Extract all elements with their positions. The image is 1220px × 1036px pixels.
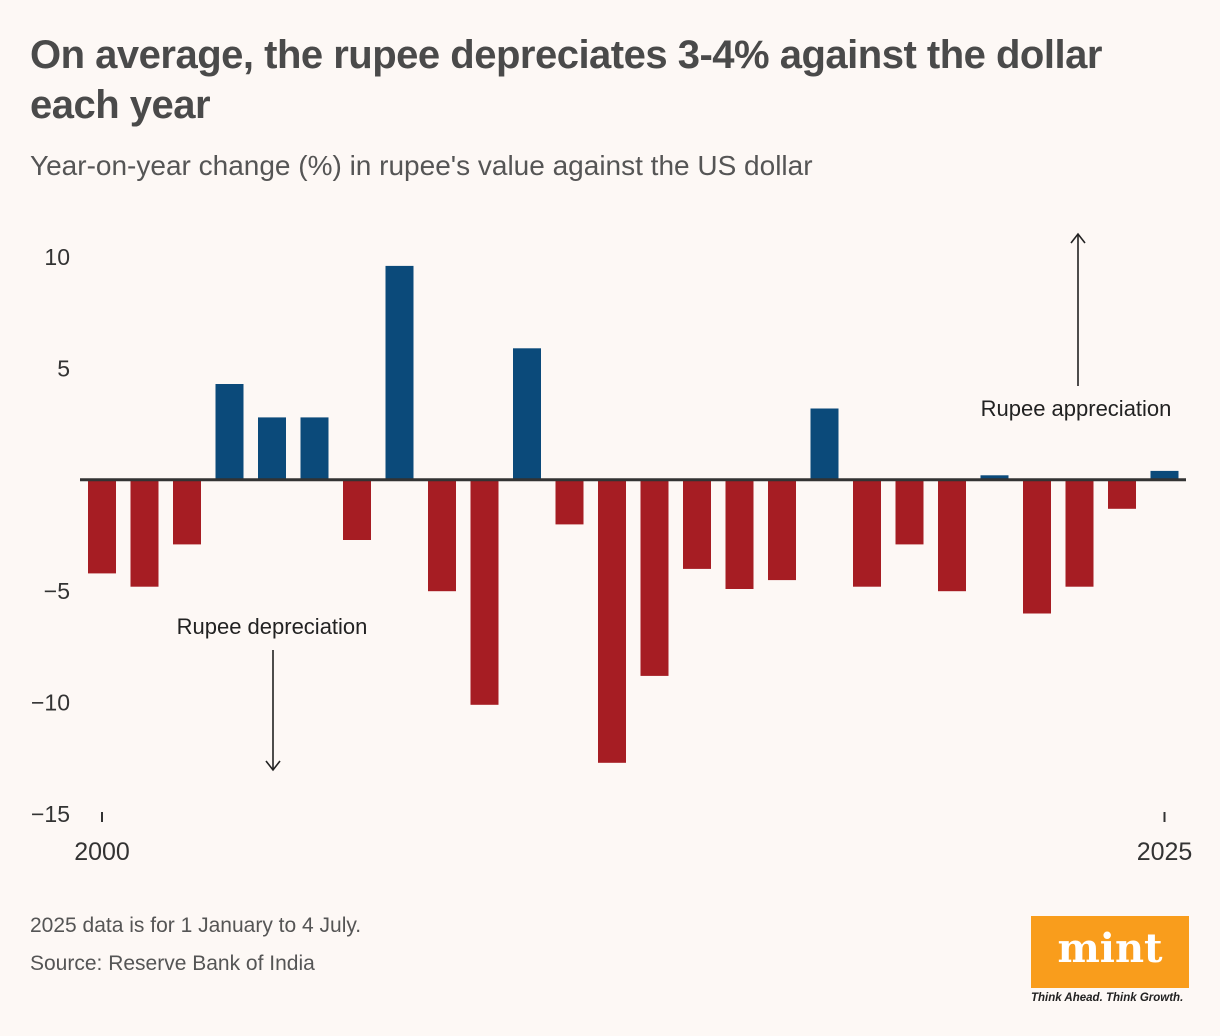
bar-2020 xyxy=(938,479,966,592)
bar-2018 xyxy=(853,479,881,587)
bar-2014 xyxy=(683,479,711,569)
chart-title: On average, the rupee depreciates 3-4% a… xyxy=(30,33,1102,127)
y-tick-label: −15 xyxy=(31,801,70,827)
mint-logo: mint xyxy=(1031,916,1189,988)
bar-2008 xyxy=(428,479,456,592)
bar-2003 xyxy=(215,384,244,480)
bar-2016 xyxy=(768,479,796,581)
depreciation-arrow-head xyxy=(265,760,281,772)
y-tick-label: 10 xyxy=(44,244,70,270)
bar-2015 xyxy=(725,479,754,589)
bar-2022 xyxy=(1023,479,1051,614)
annotation-rupee-appreciation: Rupee appreciation xyxy=(981,396,1172,421)
y-axis-ticks: 10 5 −5 −10 −15 xyxy=(31,244,70,827)
bar-2010 xyxy=(513,348,541,480)
bar-2019 xyxy=(895,479,924,545)
bar-2025 xyxy=(1150,470,1179,480)
annotations-group: Rupee appreciation Rupee depreciation xyxy=(177,232,1172,772)
bar-chart: 105−5−10−15 2000 2025 Rupee appreciationR… xyxy=(31,232,1192,866)
bar-2021 xyxy=(980,475,1009,480)
bar-2012 xyxy=(598,479,626,763)
appreciation-arrow-head xyxy=(1070,232,1086,244)
bar-2001 xyxy=(130,479,159,587)
y-tick-label: −10 xyxy=(31,690,70,716)
bar-2000 xyxy=(88,479,116,574)
y-tick-label: 5 xyxy=(57,355,70,381)
bar-2007 xyxy=(385,265,414,480)
chart-subtitle: Year-on-year change (%) in rupee's value… xyxy=(30,150,813,181)
data-note: 2025 data is for 1 January to 4 July. xyxy=(30,914,362,937)
bar-2017 xyxy=(810,408,839,480)
bar-2004 xyxy=(258,417,286,480)
mint-tagline: Think Ahead. Think Growth. xyxy=(1031,992,1184,1004)
source-note: Source: Reserve Bank of India xyxy=(30,952,315,975)
bar-2011 xyxy=(555,479,584,525)
bar-2005 xyxy=(300,417,329,480)
x-tick-label: 2000 xyxy=(74,838,130,866)
bar-2024 xyxy=(1108,479,1136,509)
bar-2002 xyxy=(173,479,201,545)
bar-2009 xyxy=(470,479,499,705)
y-tick-label: −5 xyxy=(44,578,70,604)
x-axis-ticks: 2000 2025 xyxy=(74,812,1192,866)
bar-2013 xyxy=(640,479,669,676)
bars-group xyxy=(88,265,1179,763)
annotation-rupee-depreciation: Rupee depreciation xyxy=(177,614,368,639)
bar-2006 xyxy=(343,479,371,540)
bar-2023 xyxy=(1065,479,1094,587)
x-tick-label: 2025 xyxy=(1137,838,1193,866)
